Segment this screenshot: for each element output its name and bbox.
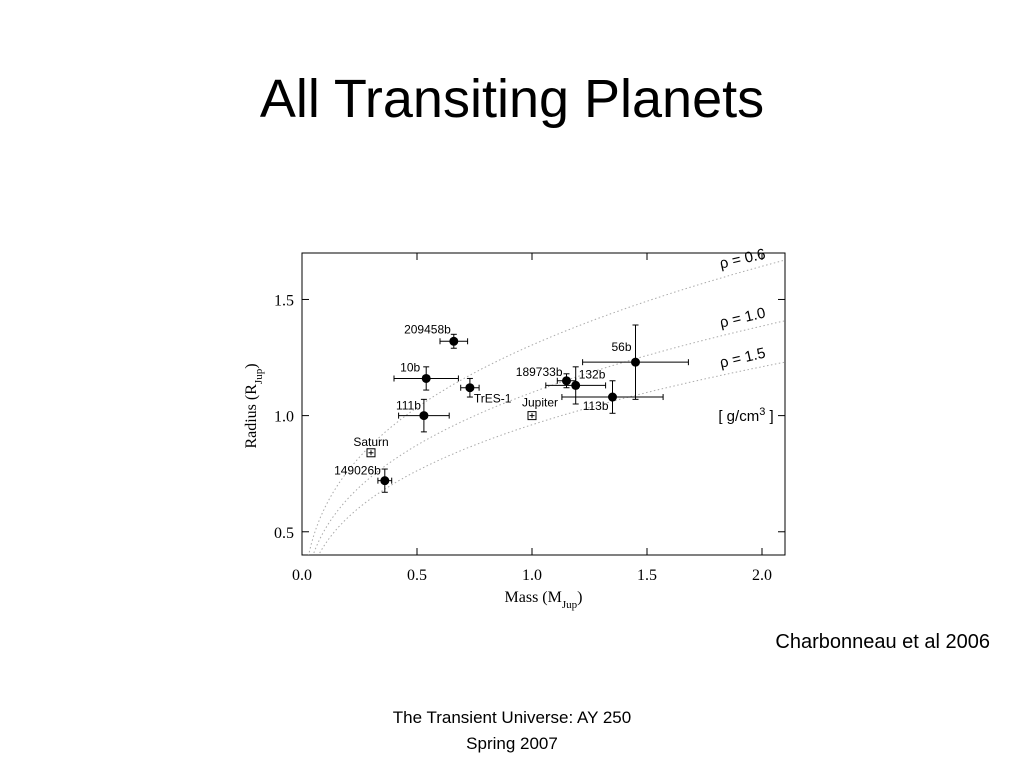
planet-point — [571, 380, 581, 390]
density-unit: [ g/cm3 ] — [718, 406, 773, 425]
slide-title: All Transiting Planets — [260, 69, 764, 129]
x-tick-label: 1.0 — [522, 567, 542, 584]
planet-point — [421, 373, 431, 383]
planet-point — [419, 411, 429, 421]
point-label: 111b — [396, 399, 421, 413]
y-axis-label-part: ) — [243, 363, 260, 368]
planet-point — [449, 336, 459, 346]
density-label: ρ = 0.6 — [718, 246, 767, 273]
point-label: 149026b — [334, 464, 381, 478]
x-tick-label: 1.5 — [637, 567, 657, 584]
reference-label: Jupiter — [522, 396, 558, 410]
density-unit-part: ] — [765, 408, 773, 425]
planet-point — [631, 357, 640, 367]
point-label: 113b — [583, 399, 609, 413]
density-unit-part: 3 — [759, 406, 765, 418]
density-curve — [318, 361, 785, 555]
planet-point — [380, 476, 390, 486]
y-axis-label-part: Jup — [253, 368, 265, 384]
y-axis-label-part: Radius (R — [243, 384, 260, 449]
density-label: ρ = 1.0 — [718, 305, 767, 332]
y-axis-label: Radius (RJup) — [243, 363, 265, 448]
credit: Charbonneau et al 2006 — [775, 631, 990, 653]
point-label: 209458b — [404, 322, 451, 336]
x-tick-label: 0.0 — [292, 567, 312, 584]
planet-point — [465, 383, 475, 393]
density-unit-part: [ g/cm — [718, 408, 759, 425]
planet-point — [608, 392, 617, 402]
x-tick-label: 0.5 — [407, 567, 427, 584]
point-label: 132b — [579, 367, 606, 381]
density-curves — [308, 259, 785, 555]
x-axis-label-part: ) — [577, 589, 582, 606]
y-tick-label: 0.5 — [274, 525, 294, 542]
x-tick-label: 2.0 — [752, 567, 772, 584]
x-axis-label-part: Jup — [562, 599, 578, 611]
plot-frame — [301, 252, 786, 556]
point-label: TrES-1 — [474, 392, 512, 406]
y-tick-label: 1.5 — [274, 292, 294, 309]
point-label: 56b — [611, 340, 631, 354]
reference-label: Saturn — [353, 435, 388, 449]
x-axis-label-part: Mass (M — [505, 589, 562, 606]
footer: The Transient Universe: AY 250 — [393, 708, 631, 727]
density-curve — [308, 259, 785, 555]
point-label: 189733b — [516, 365, 563, 379]
planet-point — [562, 376, 571, 386]
x-axis-label: Mass (MJup) — [505, 589, 583, 611]
y-tick-label: 1.0 — [274, 409, 294, 426]
footer: Spring 2007 — [466, 734, 558, 753]
point-label: 10b — [400, 360, 420, 374]
